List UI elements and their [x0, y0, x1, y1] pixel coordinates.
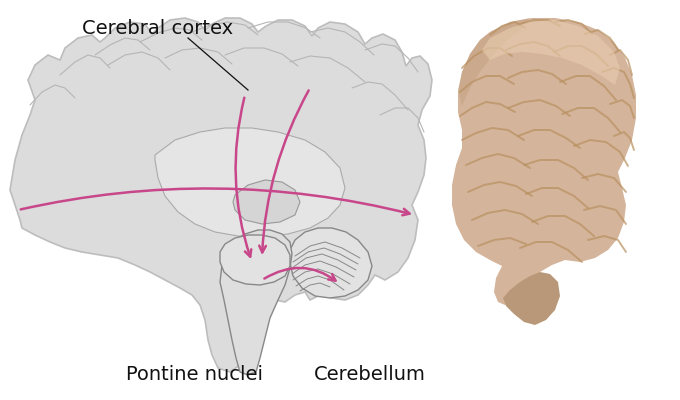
Polygon shape: [503, 272, 560, 325]
Polygon shape: [233, 180, 300, 224]
Polygon shape: [452, 18, 636, 305]
Polygon shape: [220, 235, 290, 285]
Text: Cerebral cortex: Cerebral cortex: [82, 18, 233, 38]
Text: Pontine nuclei: Pontine nuclei: [126, 366, 264, 384]
Polygon shape: [10, 18, 432, 372]
Polygon shape: [290, 228, 372, 298]
Text: Cerebellum: Cerebellum: [314, 366, 426, 384]
Polygon shape: [220, 230, 292, 375]
Polygon shape: [482, 20, 620, 85]
Polygon shape: [155, 128, 345, 237]
Polygon shape: [458, 18, 530, 106]
